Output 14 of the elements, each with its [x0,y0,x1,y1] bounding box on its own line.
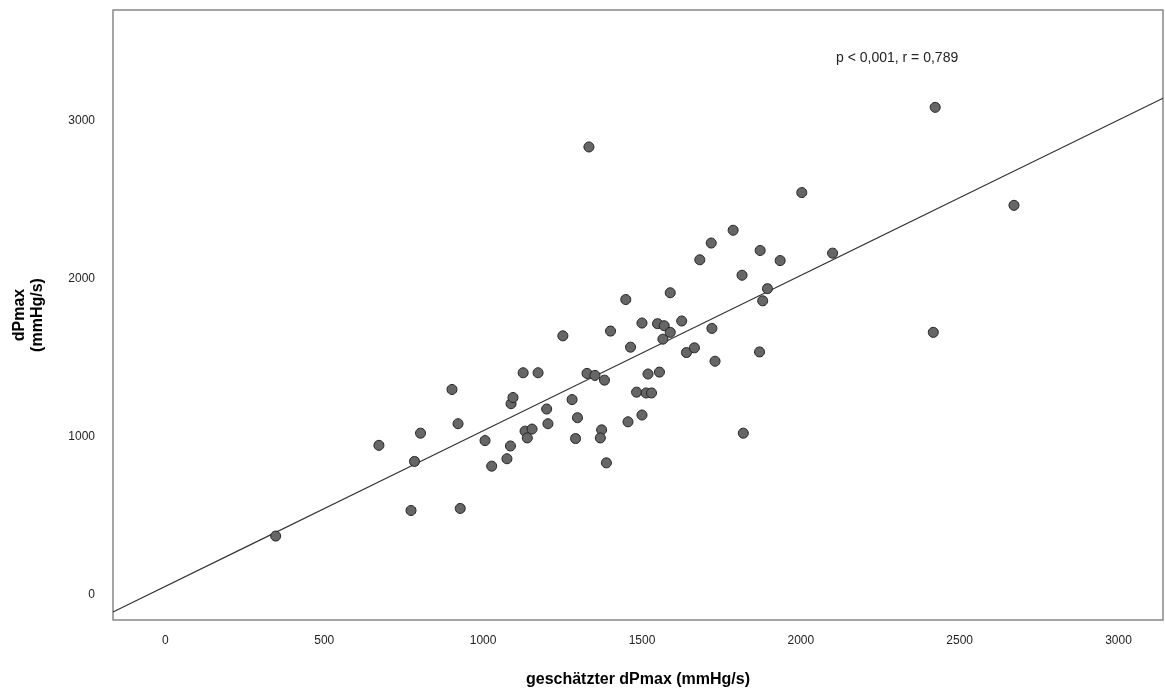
x-tick-label: 0 [162,633,170,647]
x-tick-label: 500 [314,633,335,647]
x-tick-label: 1500 [628,633,656,647]
x-tick-label: 2000 [787,633,815,647]
y-axis-title: dPmax (mmHg/s) [9,278,45,352]
x-tick-label: 2500 [946,633,974,647]
y-tick-label: 3000 [68,113,96,128]
x-tick-label: 1000 [469,633,497,647]
y-tick-label: 2000 [68,271,96,286]
y-tick-label: 1000 [68,429,96,444]
x-axis-title: geschätzter dPmax (mmHg/s) [525,669,751,687]
x-tick-label: 3000 [1105,633,1133,647]
y-tick-label: 0 [88,586,96,601]
annotation: p < 0,001, r = 0,789 [836,49,959,65]
